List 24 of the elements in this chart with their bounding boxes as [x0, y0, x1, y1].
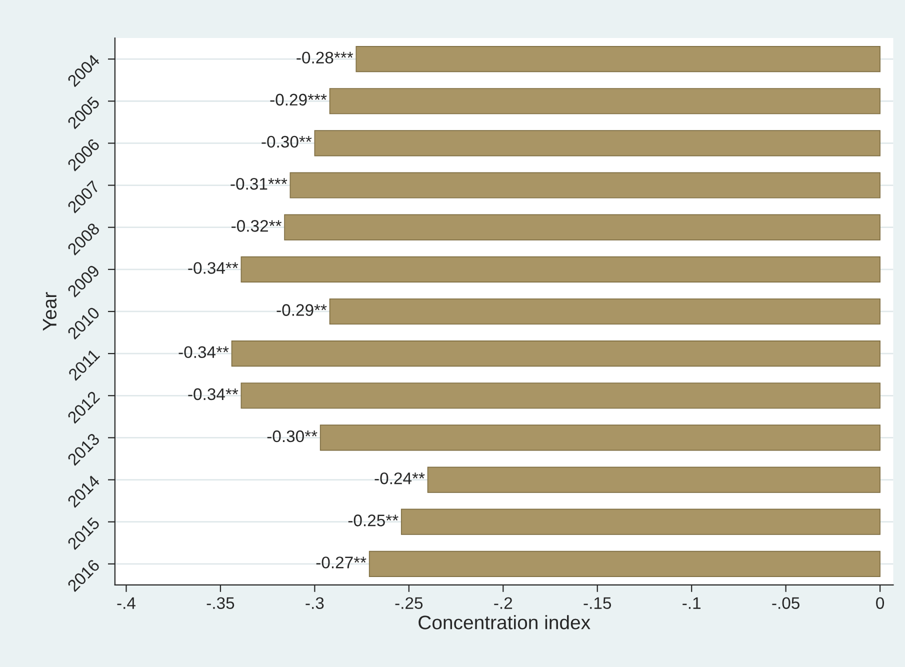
x-tick-label: -.25	[395, 597, 423, 610]
x-tick-label: -.1	[682, 597, 701, 609]
x-tick-label: -.4	[117, 597, 136, 609]
x-tick-label: -.35	[206, 597, 234, 610]
data-label: -0.30**	[262, 136, 312, 148]
x-tick-label: -.2	[494, 597, 512, 609]
data-label: -0.24**	[374, 472, 425, 484]
x-tick-label: -.3	[306, 597, 324, 610]
x-tick-label: -.05	[772, 597, 800, 610]
data-label: -0.27**	[316, 556, 366, 568]
x-axis-title: Concentration index	[418, 615, 590, 630]
data-label: -0.29***	[270, 94, 327, 106]
data-label: -0.31***	[230, 178, 288, 190]
y-axis-title: Year	[42, 292, 57, 331]
x-tick-label: 0	[876, 597, 884, 610]
data-label: -0.34**	[188, 262, 238, 274]
data-label: -0.34**	[188, 388, 238, 400]
data-label: -0.28***	[296, 52, 354, 64]
data-label: -0.32**	[232, 220, 282, 232]
data-label: -0.30**	[267, 430, 318, 442]
data-label: -0.25**	[348, 514, 398, 526]
data-label: -0.29**	[276, 304, 327, 316]
x-tick-label: -.15	[584, 597, 612, 610]
data-label: -0.34**	[178, 346, 229, 358]
